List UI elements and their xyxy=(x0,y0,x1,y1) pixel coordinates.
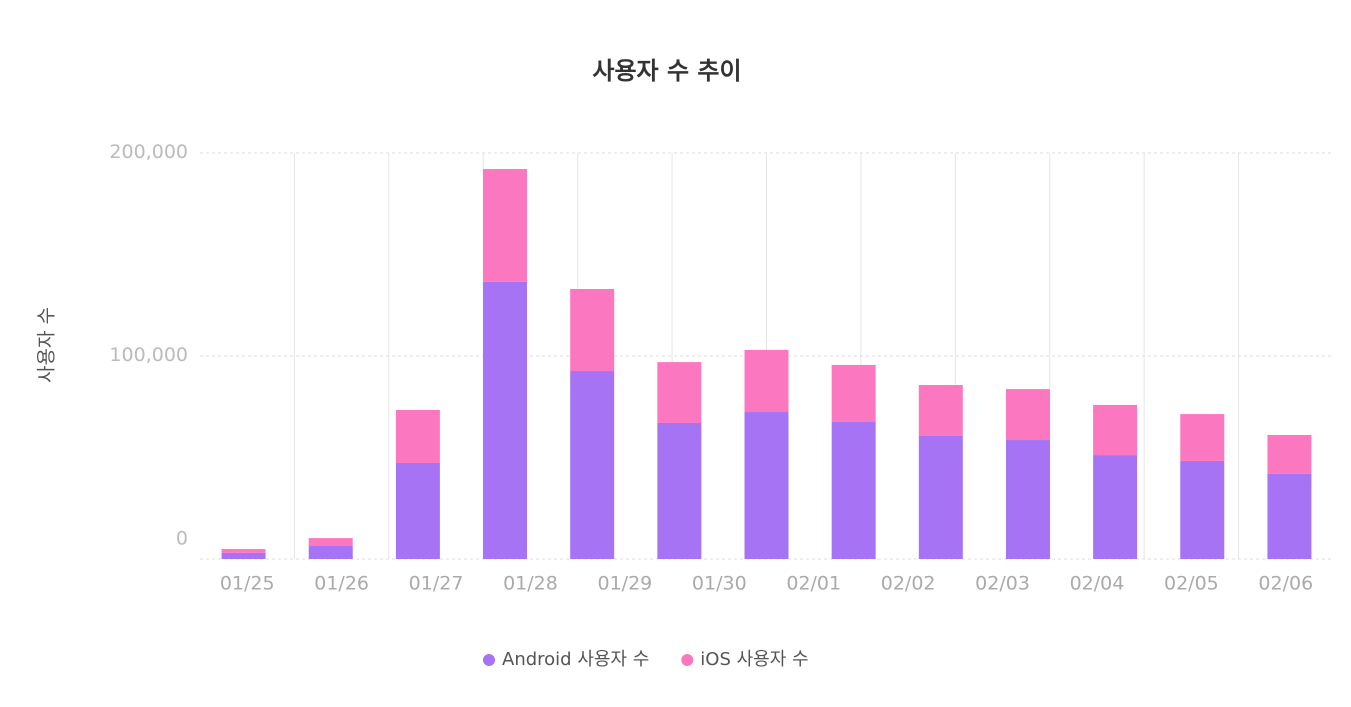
x-tick-label: 01/27 xyxy=(409,573,464,595)
bar xyxy=(1267,473,1312,559)
bar xyxy=(657,362,702,423)
bar xyxy=(1180,414,1225,461)
bar xyxy=(1180,460,1225,559)
bar xyxy=(395,409,440,463)
bar xyxy=(831,421,876,559)
bar xyxy=(570,289,615,372)
legend-marker xyxy=(483,654,495,666)
bar xyxy=(657,422,702,559)
chart-title: 사용자 수 추이 xyxy=(592,57,741,85)
x-tick-label: 02/06 xyxy=(1258,573,1313,595)
bar xyxy=(1093,404,1138,456)
x-tick-label: 02/03 xyxy=(975,573,1030,595)
bar xyxy=(744,349,789,413)
x-tick-label: 02/02 xyxy=(881,573,936,595)
y-tick-label: 0 xyxy=(176,528,188,550)
y-tick-label: 200,000 xyxy=(109,141,188,163)
bar xyxy=(483,281,528,559)
x-tick-label: 02/01 xyxy=(786,573,841,595)
bar xyxy=(831,364,876,422)
bar xyxy=(570,371,615,559)
bar xyxy=(1093,455,1138,559)
bar xyxy=(744,412,789,559)
bar xyxy=(1005,440,1050,559)
bar xyxy=(483,169,528,282)
bar xyxy=(918,385,963,436)
legend-marker xyxy=(681,654,694,666)
bar xyxy=(1005,389,1050,441)
bar xyxy=(308,546,353,559)
bar xyxy=(395,462,440,559)
x-tick-label: 01/26 xyxy=(314,573,369,595)
x-tick-label: 01/28 xyxy=(503,573,558,595)
x-tick-label: 01/30 xyxy=(692,573,747,595)
bar xyxy=(1267,434,1312,474)
bar xyxy=(308,538,353,547)
bar xyxy=(221,549,266,553)
legend-label: Android 사용자 수 xyxy=(502,649,649,670)
y-tick-label: 100,000 xyxy=(109,344,188,366)
x-tick-label: 01/25 xyxy=(220,573,275,595)
x-tick-label: 02/05 xyxy=(1164,573,1219,595)
bar xyxy=(221,552,266,559)
y-axis-label: 사용자 수 xyxy=(36,307,58,383)
bar xyxy=(918,435,963,559)
x-tick-label: 01/29 xyxy=(597,573,652,595)
x-tick-label: 02/04 xyxy=(1070,573,1125,595)
legend-label: iOS 사용자 수 xyxy=(700,649,808,670)
